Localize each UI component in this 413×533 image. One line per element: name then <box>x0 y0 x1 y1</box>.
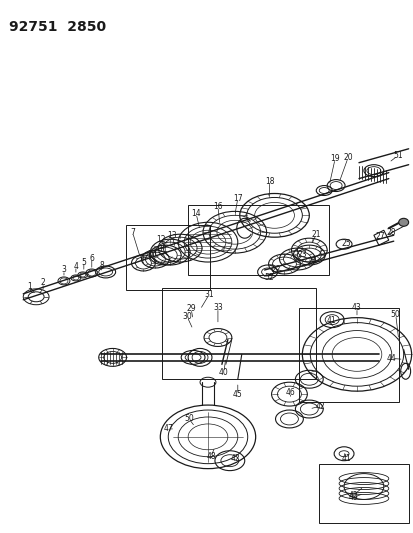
Text: 23: 23 <box>297 249 306 259</box>
Text: 14: 14 <box>191 209 200 218</box>
Text: 25: 25 <box>340 239 350 248</box>
Text: 41: 41 <box>325 316 335 325</box>
Text: 20: 20 <box>342 153 352 162</box>
Text: 16: 16 <box>213 202 222 211</box>
Text: 27: 27 <box>374 232 384 241</box>
Ellipse shape <box>398 219 408 227</box>
Text: 7: 7 <box>130 228 135 237</box>
Text: 24: 24 <box>307 256 316 265</box>
Text: 12: 12 <box>156 235 166 244</box>
Text: 30: 30 <box>182 312 192 321</box>
Text: 45: 45 <box>233 390 242 399</box>
Text: 46: 46 <box>285 387 294 397</box>
Text: 52: 52 <box>264 273 274 282</box>
Text: 42: 42 <box>347 491 357 500</box>
Text: 31: 31 <box>204 290 213 300</box>
Text: 22: 22 <box>271 265 280 274</box>
Text: 10: 10 <box>147 249 157 259</box>
Text: 19: 19 <box>330 154 339 163</box>
Text: 41: 41 <box>340 454 350 463</box>
Text: 5: 5 <box>81 257 86 266</box>
Bar <box>318 464 408 523</box>
Text: 3: 3 <box>62 265 66 274</box>
Text: 28: 28 <box>385 228 394 237</box>
Text: 44: 44 <box>386 354 396 363</box>
Bar <box>162 288 316 379</box>
Text: 11: 11 <box>158 245 168 254</box>
Text: 51: 51 <box>392 151 401 160</box>
Text: 50: 50 <box>390 310 400 319</box>
Text: 6: 6 <box>89 254 94 263</box>
Text: 17: 17 <box>233 194 242 203</box>
Text: 29: 29 <box>186 304 195 313</box>
Text: 13: 13 <box>167 231 177 240</box>
Text: 8: 8 <box>99 261 104 270</box>
Text: 48: 48 <box>206 452 215 461</box>
Bar <box>299 308 398 402</box>
Text: 47: 47 <box>163 424 173 433</box>
Text: 42: 42 <box>315 401 324 410</box>
Text: 42: 42 <box>230 454 240 463</box>
Text: 4: 4 <box>73 262 78 271</box>
Text: 49: 49 <box>347 493 357 502</box>
Text: 9: 9 <box>139 254 144 263</box>
Text: 43: 43 <box>351 303 361 312</box>
Text: 18: 18 <box>264 177 274 186</box>
Text: 33: 33 <box>213 303 222 312</box>
Text: 50: 50 <box>184 415 194 424</box>
Text: 1: 1 <box>27 282 31 292</box>
Text: 92751  2850: 92751 2850 <box>9 20 106 34</box>
Text: 2: 2 <box>40 278 45 287</box>
Text: 21: 21 <box>311 230 320 239</box>
Text: 40: 40 <box>218 368 228 377</box>
